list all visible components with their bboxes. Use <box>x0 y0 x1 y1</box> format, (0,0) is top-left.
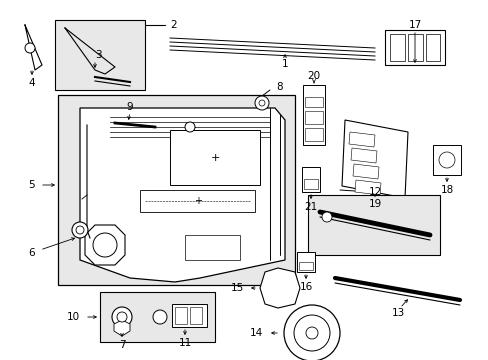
Text: 11: 11 <box>178 338 191 348</box>
Text: 20: 20 <box>307 71 320 81</box>
Bar <box>190 307 202 324</box>
Bar <box>302 167 319 192</box>
Text: 2: 2 <box>170 20 176 30</box>
Circle shape <box>117 312 127 322</box>
Circle shape <box>112 307 132 327</box>
Text: 12: 12 <box>367 187 381 197</box>
Text: +: + <box>210 153 219 163</box>
Bar <box>303 85 325 145</box>
Text: 17: 17 <box>407 20 421 30</box>
Circle shape <box>72 222 88 238</box>
Polygon shape <box>80 108 285 282</box>
Circle shape <box>305 327 317 339</box>
Polygon shape <box>85 225 125 265</box>
Polygon shape <box>260 268 299 308</box>
Circle shape <box>284 305 339 360</box>
Polygon shape <box>350 148 376 163</box>
Circle shape <box>259 100 264 106</box>
Polygon shape <box>348 132 374 147</box>
Circle shape <box>254 96 268 110</box>
Polygon shape <box>114 320 130 336</box>
Circle shape <box>25 43 35 53</box>
Circle shape <box>76 226 84 234</box>
Polygon shape <box>352 164 378 179</box>
Bar <box>304 179 317 189</box>
Bar <box>58 95 294 285</box>
Bar <box>389 34 404 61</box>
Text: 16: 16 <box>299 282 312 292</box>
Bar <box>55 20 145 90</box>
Bar <box>296 252 314 272</box>
Bar <box>407 34 422 61</box>
Circle shape <box>321 212 331 222</box>
Text: 15: 15 <box>230 283 244 293</box>
Circle shape <box>293 315 329 351</box>
Text: 14: 14 <box>249 328 263 338</box>
Text: 21: 21 <box>304 202 317 212</box>
Text: +: + <box>194 196 202 206</box>
Text: 6: 6 <box>28 248 35 258</box>
Text: 1: 1 <box>281 59 288 69</box>
Text: 9: 9 <box>126 102 133 112</box>
Text: 18: 18 <box>440 185 453 195</box>
Bar <box>172 304 206 327</box>
Text: 19: 19 <box>367 199 381 209</box>
Text: 8: 8 <box>275 82 282 92</box>
Text: 13: 13 <box>390 308 404 318</box>
Bar <box>184 235 240 260</box>
Text: 3: 3 <box>95 50 101 60</box>
Bar <box>307 195 439 255</box>
Bar <box>432 145 460 175</box>
Polygon shape <box>354 180 380 195</box>
Text: 5: 5 <box>28 180 35 190</box>
Text: 7: 7 <box>119 340 125 350</box>
Circle shape <box>438 152 454 168</box>
Bar <box>305 97 323 107</box>
Bar <box>175 307 186 324</box>
Bar <box>305 128 323 141</box>
Bar <box>425 34 439 61</box>
Bar <box>384 30 444 65</box>
Circle shape <box>153 310 167 324</box>
Circle shape <box>184 122 195 132</box>
Bar <box>100 292 215 342</box>
Text: 10: 10 <box>67 312 80 322</box>
Polygon shape <box>341 120 407 198</box>
Text: 4: 4 <box>29 78 35 88</box>
Circle shape <box>93 233 117 257</box>
Bar <box>298 262 312 270</box>
Bar <box>140 190 254 212</box>
Bar <box>305 111 323 124</box>
Bar <box>170 130 260 185</box>
